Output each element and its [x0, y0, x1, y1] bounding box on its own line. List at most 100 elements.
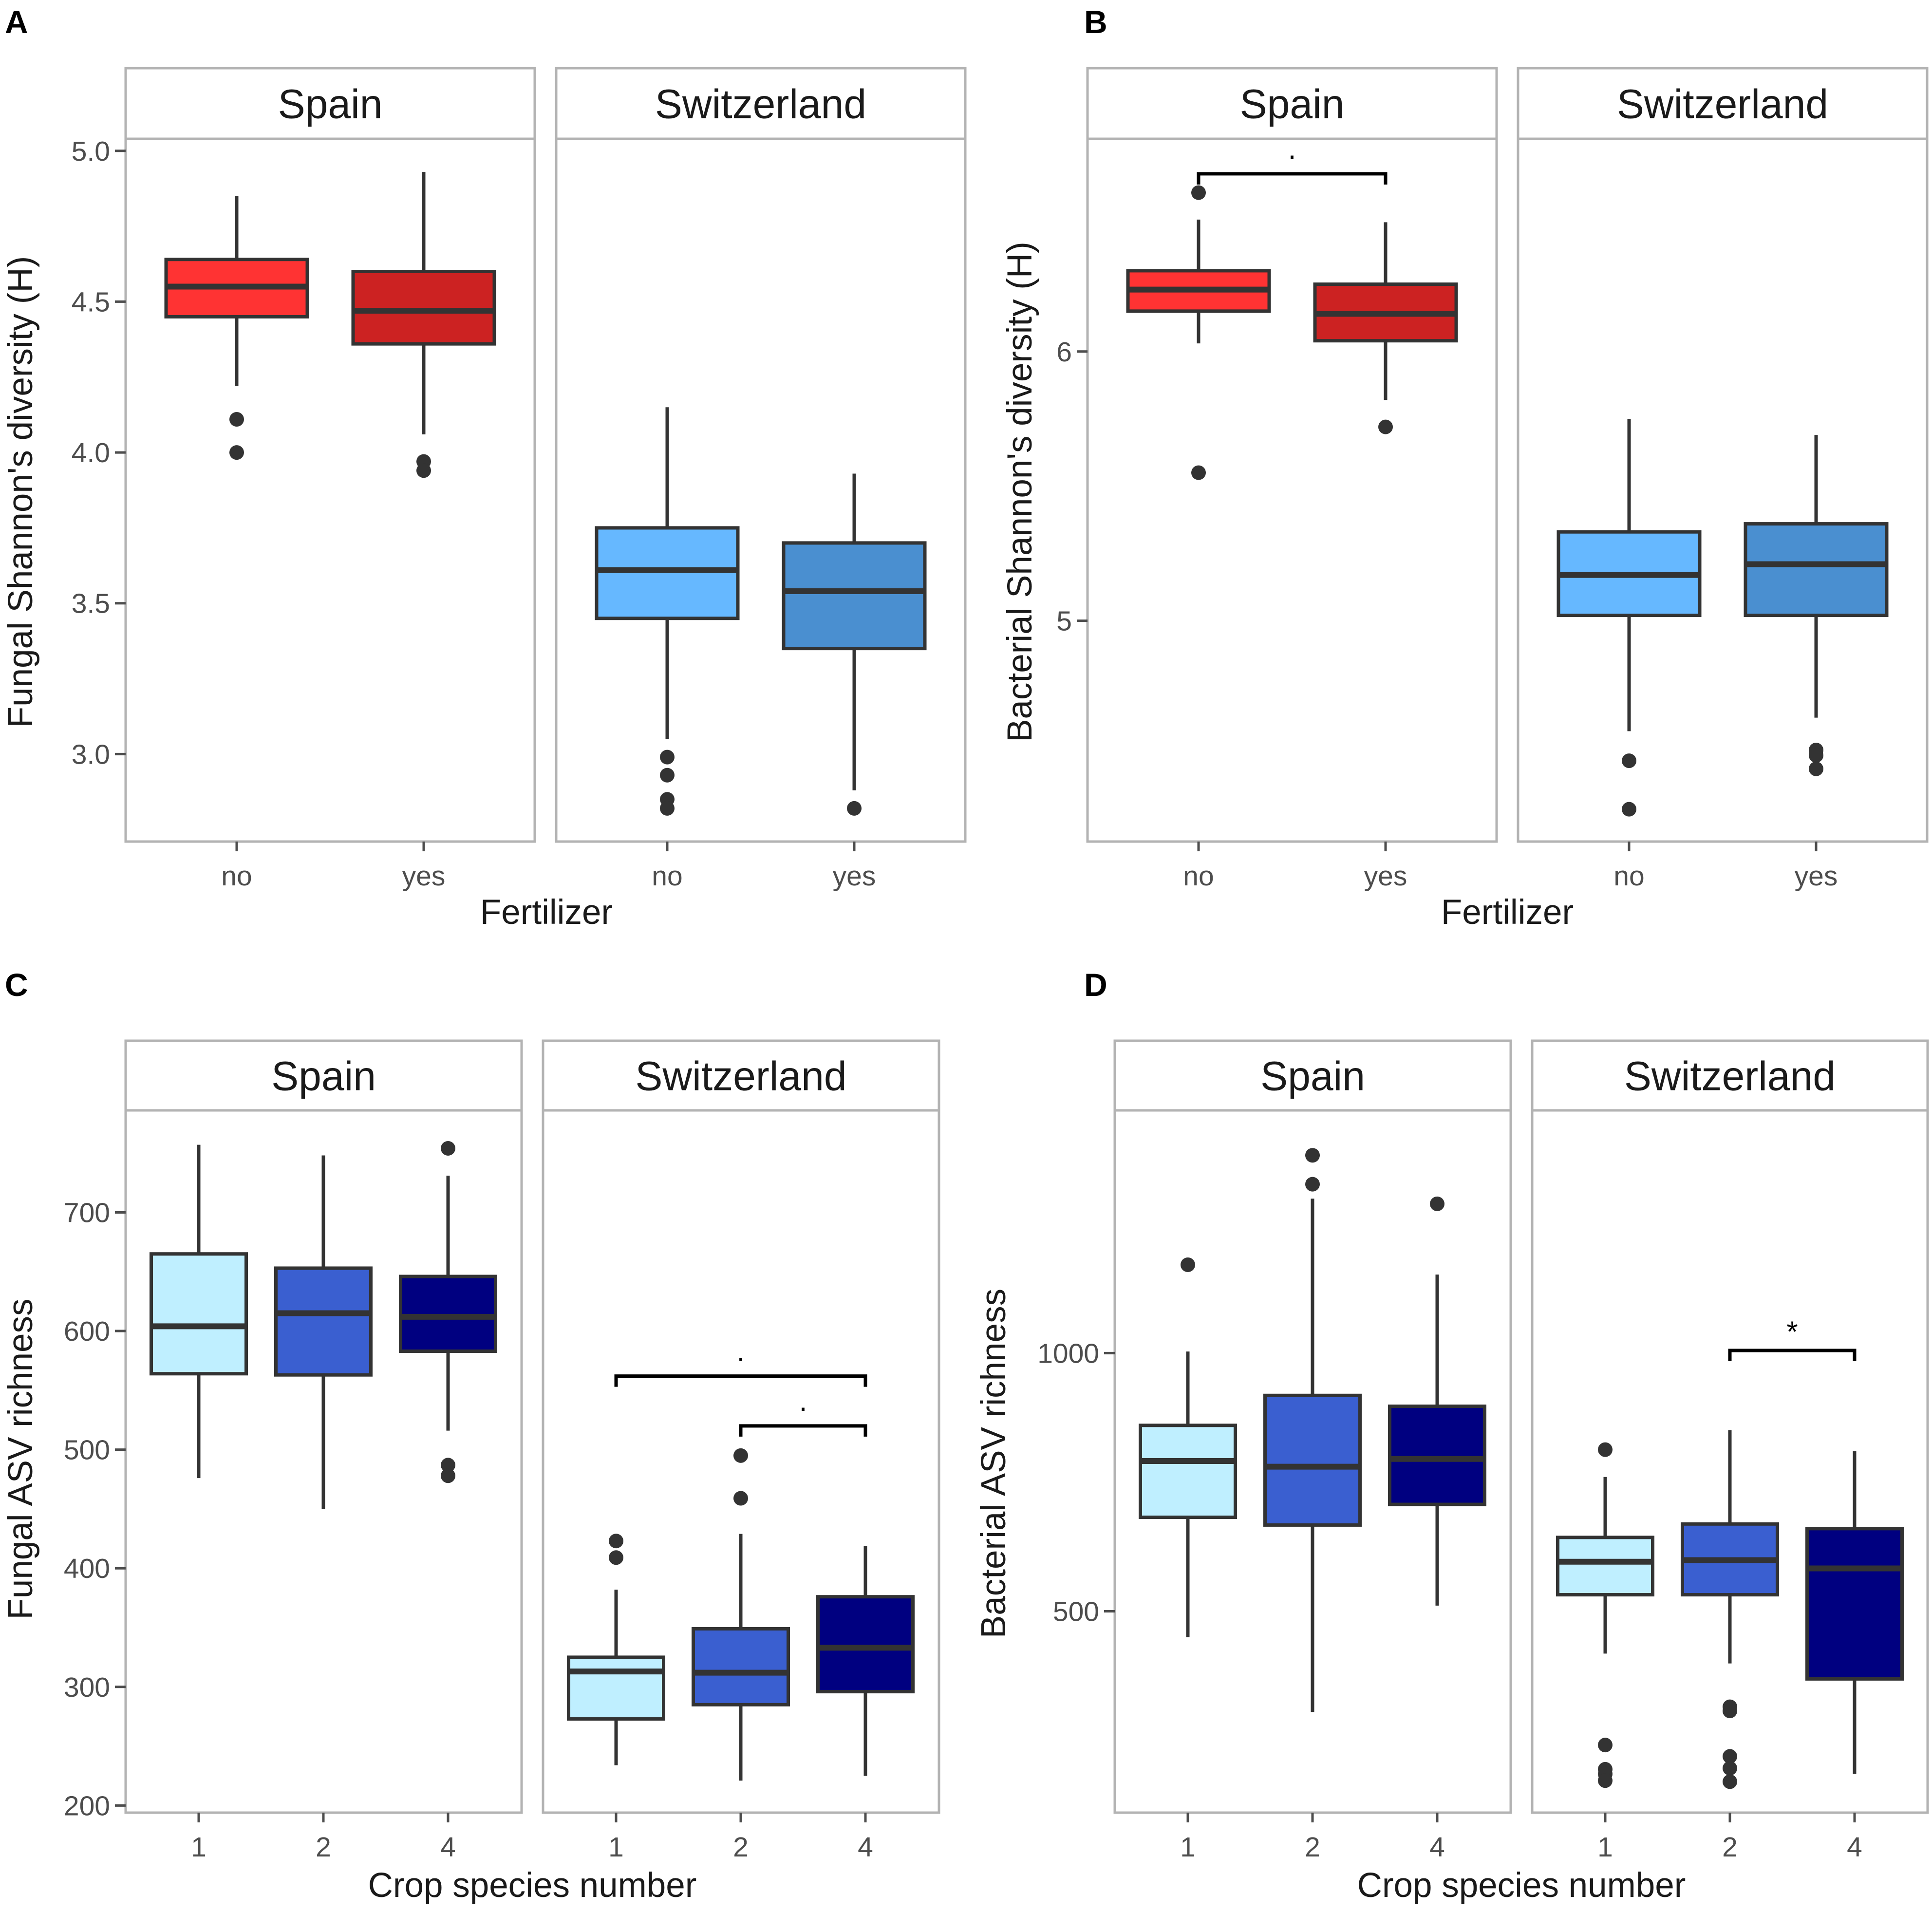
facet-spain: Spain 5 6 no yes · [1056, 67, 1498, 892]
x-axis-title: Crop species number [368, 1866, 697, 1905]
y-tick-label: 5.0 [72, 136, 110, 167]
facet-spain: Spain 200 300 400 500 600 700 1 2 4 [64, 1039, 523, 1863]
x-tick-label: 2 [733, 1832, 749, 1863]
box-iqr [150, 1252, 248, 1376]
significance-label: · [1287, 139, 1297, 171]
facet-strip [124, 67, 536, 140]
y-axis-title: Bacterial Shannon's diversity (H) [1001, 242, 1039, 742]
y-tick-label: 500 [64, 1435, 110, 1466]
facet-strip-label: Spain [271, 1053, 376, 1099]
panel-letter: A [5, 4, 28, 40]
outlier-point [1598, 1773, 1613, 1788]
box-iqr [1263, 1393, 1362, 1527]
outlier-point [441, 1468, 455, 1483]
facet-switzerland: Switzerland no yes [555, 67, 967, 892]
outlier-point [1809, 761, 1823, 776]
x-tick-label: yes [402, 861, 446, 892]
outlier-point [1723, 1774, 1737, 1789]
facet-strip [124, 1039, 523, 1112]
facet-spain: Spain 500 1000 1 2 4 [1037, 1039, 1512, 1863]
significance-label: * [1786, 1315, 1798, 1348]
x-tick-label: 2 [1722, 1832, 1738, 1863]
significance-bracket [739, 1424, 867, 1437]
y-tick-label: 4.5 [72, 286, 110, 318]
x-tick-label: no [221, 861, 252, 892]
outlier-point [1181, 1257, 1195, 1273]
facet-strip-label: Switzerland [655, 81, 866, 127]
outlier-point [441, 1141, 455, 1156]
facet-strip-label: Switzerland [635, 1053, 846, 1099]
significance-bracket [1197, 172, 1388, 185]
plot-frame [1086, 137, 1498, 843]
facet-strip-label: Spain [278, 81, 383, 127]
y-axis-title: Fungal ASV richness [1, 1298, 40, 1619]
panel-b: B Bacterial Shannon's diversity (H) Fert… [1001, 4, 1929, 932]
box-iqr [692, 1627, 790, 1706]
box-iqr [782, 541, 927, 651]
x-tick-label: no [1613, 861, 1644, 892]
outlier-point [1305, 1148, 1320, 1163]
plot-frame [555, 137, 967, 843]
x-tick-label: 4 [1847, 1832, 1862, 1863]
outlier-point [660, 750, 675, 765]
box-iqr [1805, 1527, 1904, 1681]
x-axis-title: Fertilizer [1441, 893, 1574, 932]
outlier-point [1622, 753, 1636, 769]
y-axis-title: Fungal Shannon's diversity (H) [1, 256, 40, 728]
box-iqr [274, 1266, 373, 1377]
y-tick-label: 500 [1053, 1596, 1099, 1627]
facet-spain: Spain 3.0 3.5 4.0 4.5 5.0 no yes [72, 67, 536, 892]
y-tick-label: 700 [64, 1197, 110, 1228]
y-tick-label: 300 [64, 1672, 110, 1703]
outlier-point [1723, 1761, 1737, 1776]
y-tick-label: 200 [64, 1790, 110, 1821]
panel-letter: B [1084, 4, 1107, 40]
panel-a: A Fungal Shannon's diversity (H) Fertili… [1, 4, 967, 932]
significance-label: · [798, 1391, 808, 1424]
x-tick-label: 1 [1180, 1832, 1196, 1863]
box-iqr [1388, 1405, 1486, 1506]
outlier-point [1598, 1738, 1613, 1753]
significance-bracket [1728, 1349, 1857, 1362]
box-iqr [1556, 1536, 1654, 1597]
x-axis-title: Crop species number [1357, 1866, 1686, 1905]
facet-strip-label: Switzerland [1617, 81, 1828, 127]
facet-strip [1517, 67, 1929, 140]
box-iqr [816, 1595, 915, 1694]
outlier-point [660, 801, 675, 816]
facet-strip [1531, 1039, 1929, 1112]
outlier-point [1723, 1704, 1737, 1719]
box-iqr [351, 269, 496, 346]
box-iqr [1139, 1424, 1237, 1519]
plot-frame [124, 137, 536, 843]
facet-strip-label: Spain [1240, 81, 1345, 127]
outlier-point [1305, 1177, 1320, 1192]
x-tick-label: 2 [1305, 1832, 1320, 1863]
outlier-point [1191, 185, 1206, 200]
outlier-point [1723, 1749, 1737, 1764]
panel-letter: C [5, 967, 28, 1003]
plot-frame [1517, 137, 1929, 843]
x-axis-title: Fertilizer [480, 893, 613, 932]
outlier-point [1598, 1442, 1613, 1457]
x-tick-label: 1 [608, 1832, 624, 1863]
x-tick-label: 4 [440, 1832, 456, 1863]
y-tick-label: 400 [64, 1553, 110, 1584]
significance-bracket [614, 1374, 867, 1387]
x-tick-label: 2 [316, 1832, 331, 1863]
y-tick-label: 3.5 [72, 588, 110, 619]
outlier-point [733, 1491, 748, 1506]
outlier-point [441, 1458, 455, 1473]
x-tick-label: no [1183, 861, 1214, 892]
facet-switzerland: Switzerland 1 2 4 · · [542, 1039, 940, 1863]
box-iqr [595, 526, 740, 620]
y-axis-title: Bacterial ASV richness [975, 1289, 1013, 1638]
outlier-point [229, 445, 244, 460]
y-tick-label: 5 [1056, 606, 1072, 637]
outlier-point [609, 1534, 623, 1549]
outlier-point [609, 1550, 623, 1565]
box-iqr [399, 1275, 497, 1353]
x-tick-label: 1 [1597, 1832, 1613, 1863]
panel-c: C Fungal ASV richness Crop species numbe… [1, 967, 940, 1905]
y-tick-label: 3.0 [72, 739, 110, 770]
